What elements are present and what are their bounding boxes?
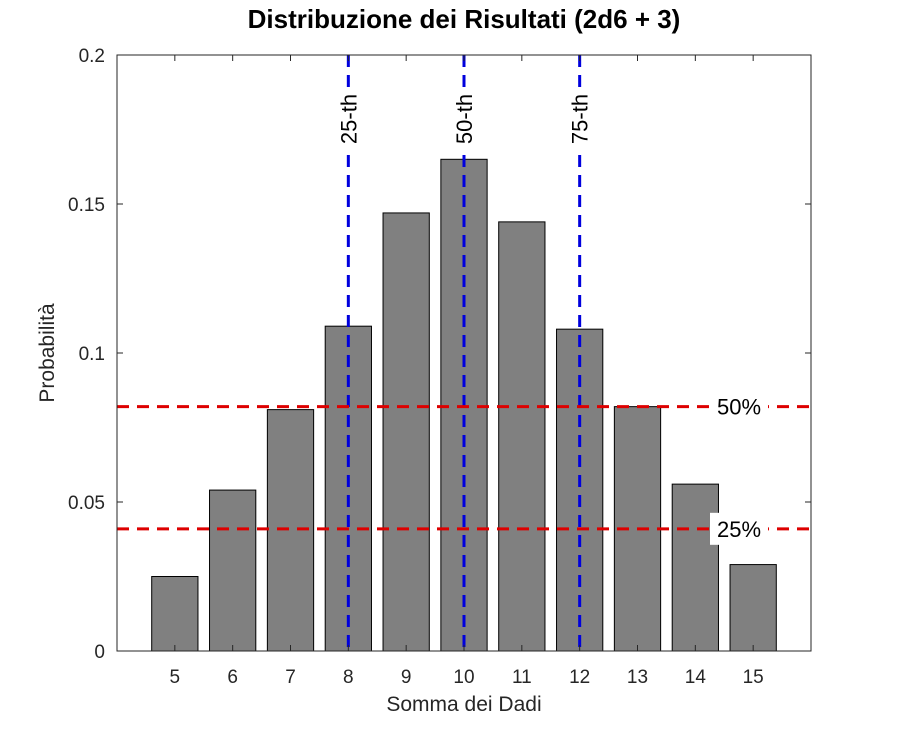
threshold-label-background (710, 512, 768, 545)
x-tick-label: 6 (227, 667, 238, 688)
threshold-lines-group: 50% 25% (117, 390, 811, 545)
x-tick-label: 5 (170, 667, 181, 688)
percentile-label-75-th: 75-th (568, 94, 593, 144)
x-axis-label: Somma dei Dadi (386, 693, 541, 716)
x-tick-label: 7 (285, 667, 296, 688)
y-axis: 0 0.05 0.1 0.15 0.2 (68, 46, 811, 663)
percentile-label-background (566, 88, 593, 150)
y-tick-label: 0.1 (79, 344, 105, 365)
threshold-label-25%: 25% (717, 517, 761, 542)
bar-15 (729, 564, 777, 652)
threshold-label-background (710, 390, 768, 423)
percentile-lines-group: 25-th 50-th 75-th (335, 55, 593, 651)
bar-14 (671, 483, 719, 652)
percentile-label-25-th: 25-th (336, 94, 361, 144)
percentile-label-50-th: 50-th (452, 94, 477, 144)
y-tick-label: 0.2 (79, 46, 105, 67)
percentile-label-background (335, 88, 362, 150)
chart-title: Distribuzione dei Risultati (2d6 + 3) (248, 4, 681, 34)
bar-9 (382, 212, 430, 652)
x-tick-label: 14 (685, 667, 707, 688)
y-tick-label: 0 (94, 642, 105, 663)
x-tick-label: 9 (401, 667, 412, 688)
y-tick-label: 0.05 (68, 493, 105, 514)
percentile-label-background (451, 88, 477, 150)
bar-6 (209, 489, 257, 652)
y-axis-label: Probabilità (36, 303, 59, 403)
x-tick-label: 13 (627, 667, 648, 688)
x-tick-label: 8 (343, 667, 354, 688)
x-tick-label: 11 (512, 667, 532, 688)
bar-5 (151, 576, 199, 652)
x-tick-label: 12 (569, 667, 590, 688)
x-tick-label: 15 (743, 667, 764, 688)
bars-group (151, 158, 777, 652)
x-tick-label: 10 (453, 667, 474, 688)
x-axis: 5 6 7 8 9 10 11 12 13 14 15 (170, 55, 764, 688)
bar-11 (498, 221, 546, 652)
threshold-label-50%: 50% (717, 395, 761, 420)
y-tick-label: 0.15 (68, 195, 105, 216)
